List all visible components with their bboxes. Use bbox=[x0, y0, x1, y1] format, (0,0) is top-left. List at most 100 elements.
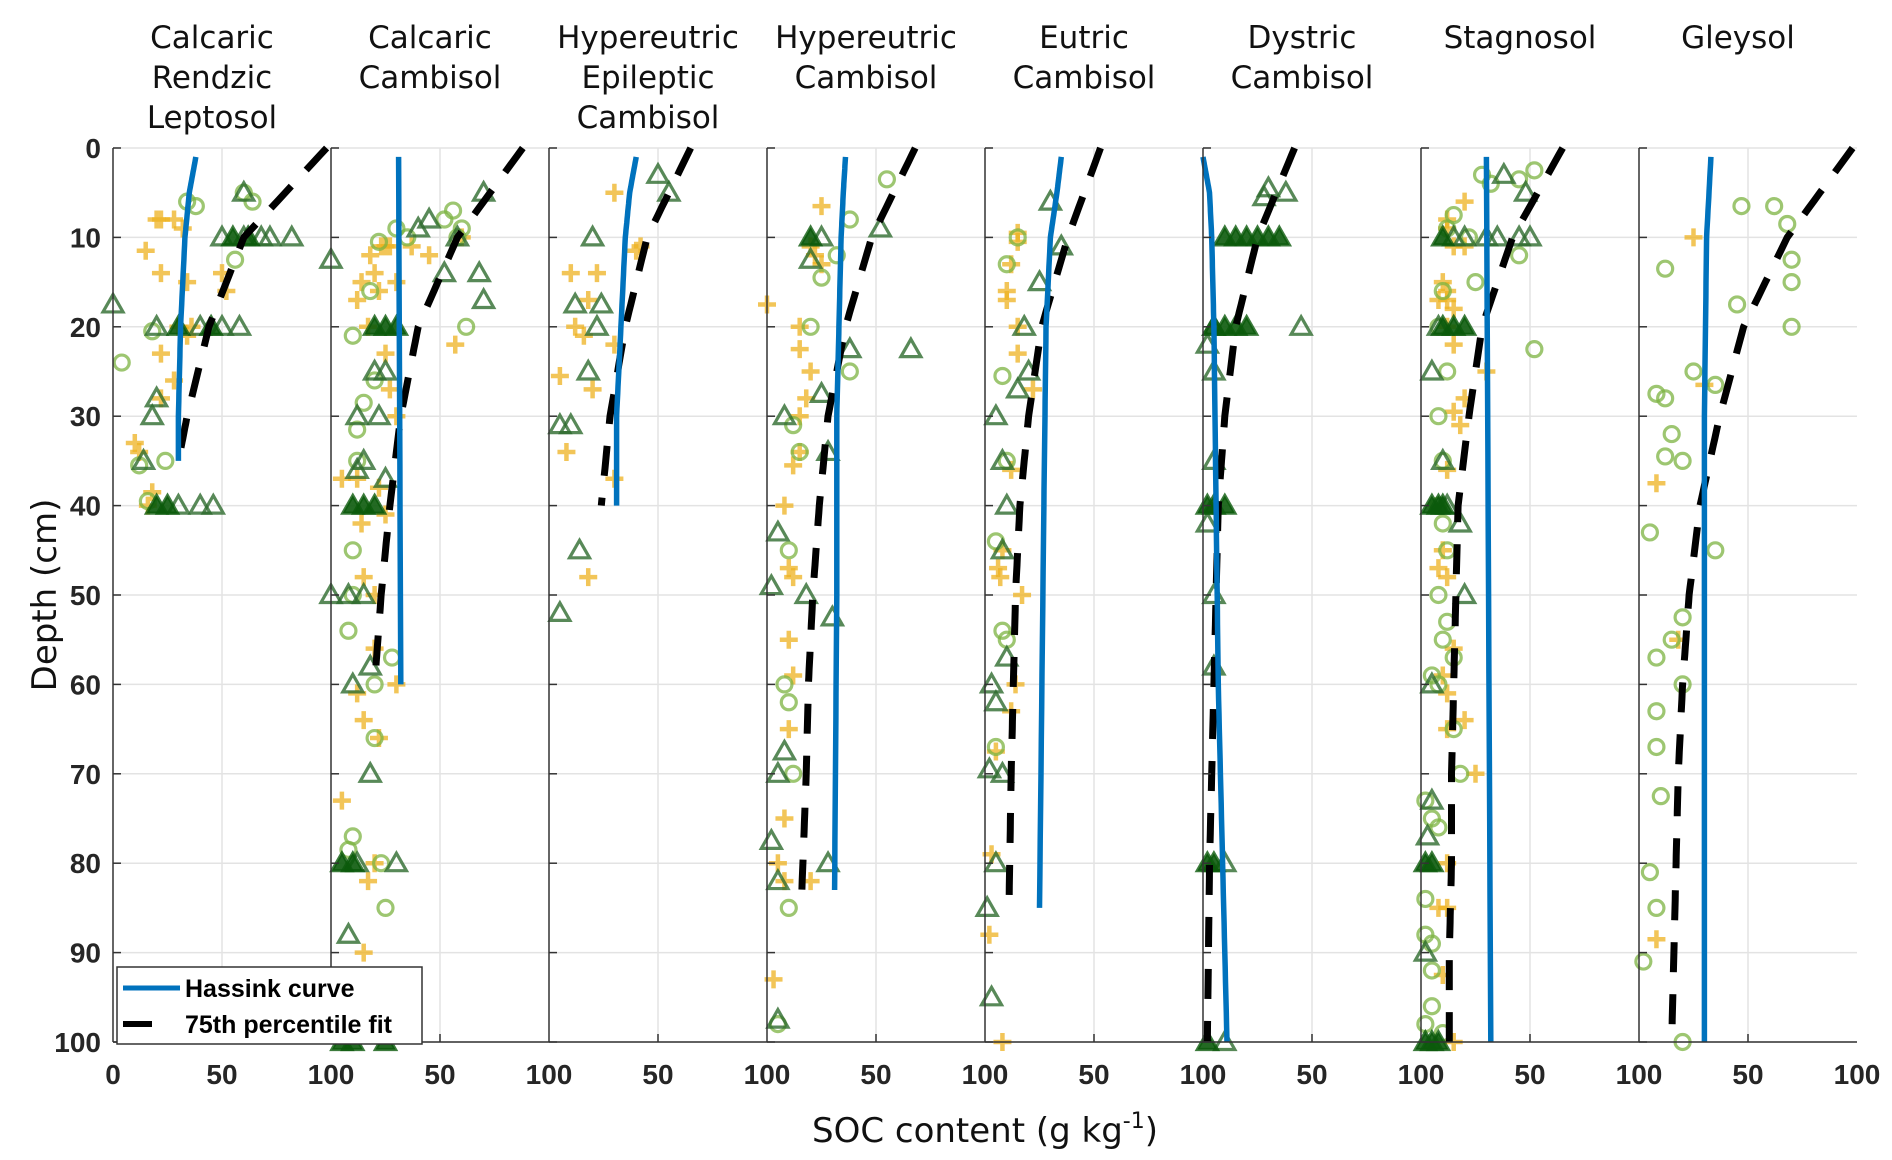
circle-marker bbox=[1732, 197, 1751, 216]
legend-fit-label: 75th percentile fit bbox=[185, 1011, 393, 1039]
plus-marker bbox=[1647, 930, 1666, 949]
circle-marker bbox=[339, 621, 358, 640]
triangle-marker bbox=[431, 259, 458, 283]
triangle-marker-dense bbox=[143, 492, 170, 515]
panel-8 bbox=[1634, 145, 1856, 1052]
plus-marker bbox=[790, 340, 809, 359]
y-tick-label: 100 bbox=[54, 1027, 101, 1058]
panel-title-line: Gleysol bbox=[1681, 20, 1795, 56]
plus-marker bbox=[1451, 416, 1470, 435]
triangle-marker-dense bbox=[797, 224, 824, 247]
plus-marker bbox=[980, 925, 999, 944]
plus-marker bbox=[352, 514, 371, 533]
circle-marker bbox=[1466, 273, 1485, 292]
hassink-curve-line bbox=[1483, 156, 1494, 1043]
triangle-marker bbox=[989, 537, 1016, 560]
y-tick-label: 60 bbox=[70, 669, 101, 700]
triangle-marker bbox=[645, 161, 671, 184]
triangle-marker bbox=[558, 411, 584, 435]
x-tick-label: 100 bbox=[1616, 1059, 1663, 1090]
triangle-marker bbox=[1447, 510, 1473, 533]
panel-3 bbox=[547, 146, 694, 622]
triangle-marker bbox=[562, 291, 588, 314]
hassink-curve-line bbox=[1701, 156, 1714, 1042]
circle-marker bbox=[225, 250, 245, 269]
triangle-marker bbox=[143, 385, 170, 408]
circle-marker bbox=[369, 232, 389, 251]
triangle-marker bbox=[1517, 224, 1543, 247]
legend-box bbox=[116, 966, 423, 1045]
triangle-marker-dense bbox=[1266, 224, 1293, 247]
triangle-marker bbox=[765, 519, 791, 542]
circle-marker bbox=[1778, 214, 1797, 234]
panel-title-line: Hypereutric bbox=[557, 20, 739, 56]
x-tick-label: 50 bbox=[1078, 1059, 1109, 1090]
plus-marker bbox=[784, 666, 803, 685]
triangle-marker bbox=[1004, 376, 1031, 399]
plus-marker bbox=[1023, 380, 1042, 399]
triangle-marker bbox=[1451, 224, 1478, 247]
y-tick-label: 30 bbox=[70, 401, 101, 432]
triangle-marker bbox=[1512, 179, 1539, 202]
triangle-marker bbox=[466, 259, 492, 283]
circle-marker bbox=[1656, 259, 1675, 278]
plus-marker bbox=[779, 720, 798, 739]
plus-marker bbox=[332, 791, 351, 810]
x-tick-label: 50 bbox=[1732, 1059, 1763, 1090]
x-tick-label: 100 bbox=[526, 1059, 573, 1090]
triangle-marker-dense bbox=[1425, 1028, 1452, 1052]
triangle-marker bbox=[793, 581, 819, 605]
triangle-marker bbox=[416, 206, 442, 229]
circle-marker bbox=[1684, 362, 1703, 381]
plus-marker bbox=[151, 344, 170, 363]
plus-marker bbox=[359, 872, 378, 891]
plus-marker bbox=[402, 237, 421, 256]
circle-marker bbox=[1656, 389, 1675, 408]
panel-title-line: Cambisol bbox=[1013, 60, 1156, 96]
triangle-marker bbox=[566, 537, 593, 560]
triangle-marker-dense bbox=[1451, 313, 1478, 336]
y-tick-label: 80 bbox=[70, 848, 101, 879]
x-tick-label: 100 bbox=[1180, 1059, 1227, 1090]
triangle-marker bbox=[1011, 313, 1037, 336]
plus-marker bbox=[1008, 344, 1027, 363]
x-axis-label: SOC content (g kg-1) bbox=[812, 1109, 1158, 1151]
legend: Hassink curve 75th percentile fit bbox=[116, 966, 423, 1045]
triangle-marker-dense bbox=[1233, 313, 1260, 336]
triangle-marker bbox=[1026, 268, 1053, 292]
hassink-curve-line bbox=[613, 156, 639, 506]
circle-marker bbox=[993, 621, 1012, 640]
x-tick-label: 100 bbox=[1834, 1059, 1881, 1090]
triangle-marker-dense bbox=[1419, 849, 1445, 873]
circle-marker bbox=[1651, 787, 1670, 806]
percentile-fit-line bbox=[1668, 145, 1856, 1043]
triangle-marker bbox=[1414, 823, 1441, 846]
triangle-marker bbox=[1419, 671, 1445, 694]
circle-marker bbox=[361, 281, 380, 301]
plus-marker bbox=[790, 317, 809, 336]
triangle-marker bbox=[187, 492, 213, 515]
scatter-points bbox=[547, 161, 682, 622]
circle-marker bbox=[1782, 273, 1801, 292]
triangle-marker bbox=[989, 760, 1016, 783]
circle-marker bbox=[1433, 281, 1452, 301]
x-axis-label-superscript: -1 bbox=[1123, 1109, 1145, 1134]
panel-title: Calcaric Cambisol bbox=[359, 20, 502, 96]
hassink-curve-line bbox=[1200, 156, 1230, 1043]
triangle-marker bbox=[231, 179, 257, 202]
circle-marker bbox=[156, 451, 175, 470]
plus-marker bbox=[812, 197, 831, 216]
panel-title-line: Hypereutric bbox=[775, 20, 957, 56]
triangle-marker bbox=[335, 581, 362, 605]
plus-marker bbox=[420, 246, 439, 265]
triangle-marker-dense bbox=[1430, 224, 1456, 247]
triangle-marker bbox=[758, 572, 785, 596]
triangle-marker bbox=[797, 246, 824, 269]
x-tick-label: 50 bbox=[1296, 1059, 1327, 1090]
circle-marker bbox=[112, 353, 131, 372]
circle-marker bbox=[382, 648, 402, 667]
panel-1 bbox=[100, 145, 330, 515]
triangle-marker bbox=[372, 465, 399, 488]
triangle-marker bbox=[1273, 179, 1299, 202]
